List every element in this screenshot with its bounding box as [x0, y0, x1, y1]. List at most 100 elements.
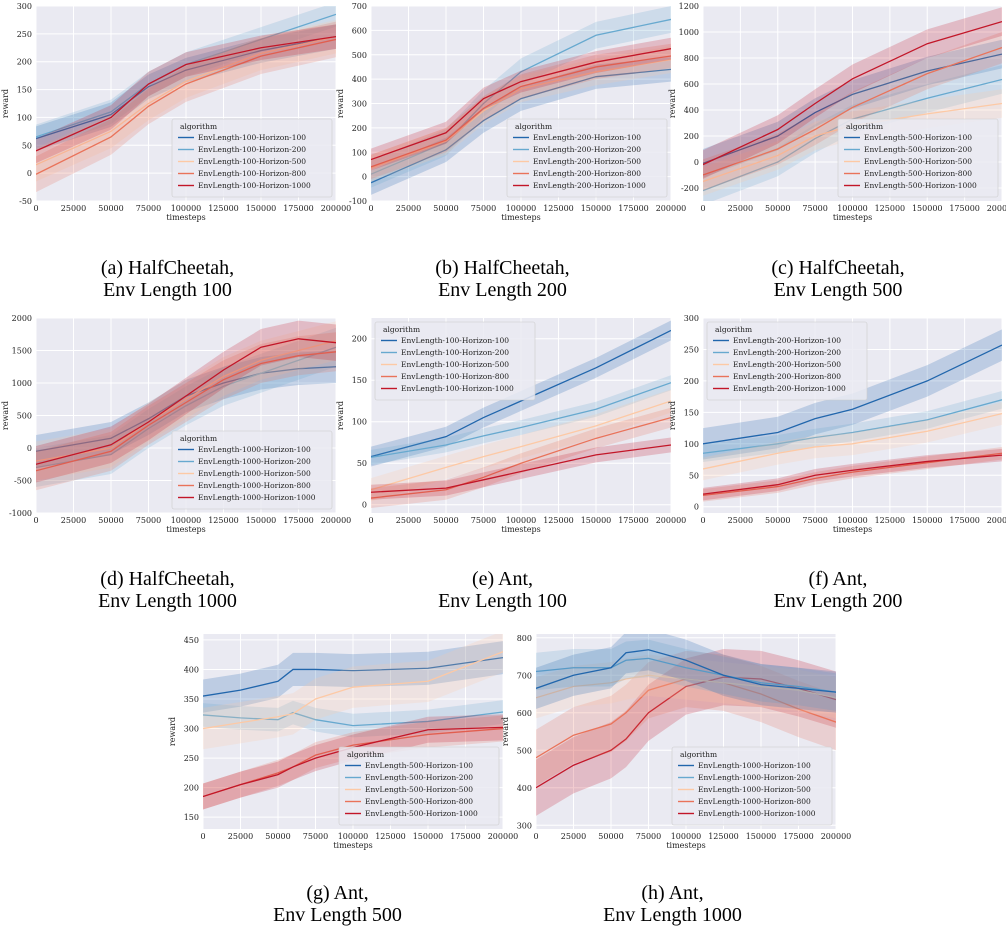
y-tick-label: 250 [17, 30, 32, 39]
legend-entry: EnvLength-200-Horizon-1000 [533, 181, 646, 190]
x-tick-label: 75000 [136, 516, 161, 525]
x-tick-label: 75000 [471, 204, 496, 213]
series-line [703, 20, 1002, 166]
legend-title: algorithm [515, 122, 552, 131]
caption-b-line1: (b) HalfCheetah, [435, 257, 570, 279]
legend-entry: EnvLength-200-Horizon-200 [733, 348, 841, 357]
series-line [36, 346, 336, 469]
legend-entry: EnvLength-500-Horizon-500 [864, 157, 972, 166]
series-line [203, 651, 503, 730]
series-line [703, 102, 1002, 183]
caption-c-line2: Env Length 500 [773, 279, 903, 301]
y-tick-label: 600 [684, 80, 699, 89]
x-tick-label: 0 [533, 832, 538, 841]
series-band [703, 446, 1002, 502]
x-tick-label: 25000 [728, 516, 753, 525]
legend-entry: EnvLength-500-Horizon-100 [864, 133, 972, 142]
x-tick-label: 150000 [581, 204, 612, 213]
y-axis-label: reward [336, 89, 345, 118]
legend-entry: EnvLength-100-Horizon-500 [401, 360, 509, 369]
x-tick-label: 0 [33, 516, 38, 525]
x-tick-label: 50000 [98, 204, 123, 213]
x-tick-label: 100000 [338, 832, 369, 841]
series-line [371, 382, 671, 459]
x-tick-label: 200000 [987, 516, 1006, 525]
legend-entry: EnvLength-1000-Horizon-800 [698, 797, 811, 806]
x-tick-label: 0 [368, 516, 373, 525]
legend-entry: EnvLength-100-Horizon-1000 [401, 384, 514, 393]
y-tick-label: 150 [352, 376, 367, 385]
chart-b: 0 25000 50000 75000 100000 125000 150000 175000… [335, 0, 686, 250]
series-line [371, 55, 671, 168]
legend-box [338, 746, 500, 826]
y-tick-label: 0 [694, 158, 699, 167]
series-line [536, 676, 836, 789]
series-line [371, 48, 671, 161]
legend-title: algorithm [180, 434, 217, 443]
y-axis-label: reward [1, 89, 10, 118]
series-line [703, 344, 1002, 445]
series-line [371, 329, 671, 458]
series-line [371, 18, 671, 175]
x-tick-label: 100000 [506, 204, 537, 213]
chart-c-svg: 0 25000 50000 75000 100000 125000 150000 175000… [668, 2, 1006, 222]
x-tick-label: 100000 [171, 204, 202, 213]
y-tick-label: 50 [357, 459, 367, 468]
legend-entry: EnvLength-1000-Horizon-100 [198, 445, 311, 454]
series-group [36, 320, 336, 491]
legend-entry: EnvLength-200-Horizon-100 [733, 336, 841, 345]
caption-a-line2: Env Length 100 [103, 279, 232, 301]
y-tick-label: 700 [517, 671, 532, 680]
series-group [371, 320, 671, 509]
series-band [536, 634, 836, 713]
legend-box [171, 118, 333, 198]
series-band [371, 389, 671, 502]
series-band [36, 327, 336, 487]
x-tick-label: 175000 [949, 204, 980, 213]
chart-b-svg: 0 25000 50000 75000 100000 125000 150000 175000… [336, 2, 686, 222]
x-tick-label: 50000 [265, 832, 290, 841]
x-tick-label: 25000 [61, 204, 86, 213]
chart-g-svg: 0 25000 50000 75000 100000 125000 150000 175000… [168, 634, 518, 850]
chart-a: 0 25000 50000 75000 100000 125000 150000 175000… [0, 0, 351, 250]
caption-h-line2: Env Length 1000 [603, 904, 742, 926]
legend-entry: EnvLength-1000-Horizon-200 [198, 457, 311, 466]
x-tick-label: 50000 [765, 516, 790, 525]
legend-entry: EnvLength-1000-Horizon-200 [698, 773, 811, 782]
legend-entry: EnvLength-200-Horizon-100 [533, 133, 641, 142]
legend-entry: EnvLength-500-Horizon-100 [365, 761, 473, 770]
x-tick-label: 200000 [656, 516, 687, 525]
x-axis-label: timesteps [833, 525, 872, 534]
chart-d: 0 25000 50000 75000 100000 125000 150000 175000… [0, 312, 351, 562]
caption-e: (e) Ant, Env Length 100 [335, 568, 670, 612]
x-tick-label: 25000 [396, 204, 421, 213]
x-tick-label: 25000 [396, 516, 421, 525]
x-tick-label: 50000 [433, 516, 458, 525]
x-tick-label: 0 [368, 204, 373, 213]
y-tick-label: -200 [681, 184, 699, 193]
caption-e-line2: Env Length 100 [438, 590, 567, 612]
x-tick-label: 75000 [636, 832, 661, 841]
series-band [703, 7, 1002, 179]
legend-entry: EnvLength-100-Horizon-800 [198, 169, 306, 178]
legend-box [506, 118, 668, 198]
y-tick-label: 150 [184, 813, 199, 822]
y-tick-label: 0 [27, 444, 32, 453]
series-line [703, 454, 1002, 495]
y-tick-label: 300 [184, 725, 199, 734]
x-tick-label: 125000 [543, 516, 574, 525]
y-axis-label: reward [1, 401, 10, 430]
x-tick-label: 125000 [375, 832, 406, 841]
legend-entry: EnvLength-200-Horizon-500 [733, 360, 841, 369]
x-tick-label: 200000 [321, 204, 352, 213]
legend-entry: EnvLength-100-Horizon-100 [198, 133, 306, 142]
series-band [36, 320, 336, 483]
y-tick-label: 100 [352, 418, 367, 427]
series-line [371, 416, 671, 499]
chart-h: 0 25000 50000 75000 100000 125000 150000 175000… [500, 628, 851, 878]
caption-b-line2: Env Length 200 [438, 279, 567, 301]
x-tick-label: 150000 [246, 204, 277, 213]
y-tick-label: 800 [684, 54, 699, 63]
y-tick-label: 0 [27, 169, 32, 178]
x-tick-label: 175000 [618, 516, 649, 525]
